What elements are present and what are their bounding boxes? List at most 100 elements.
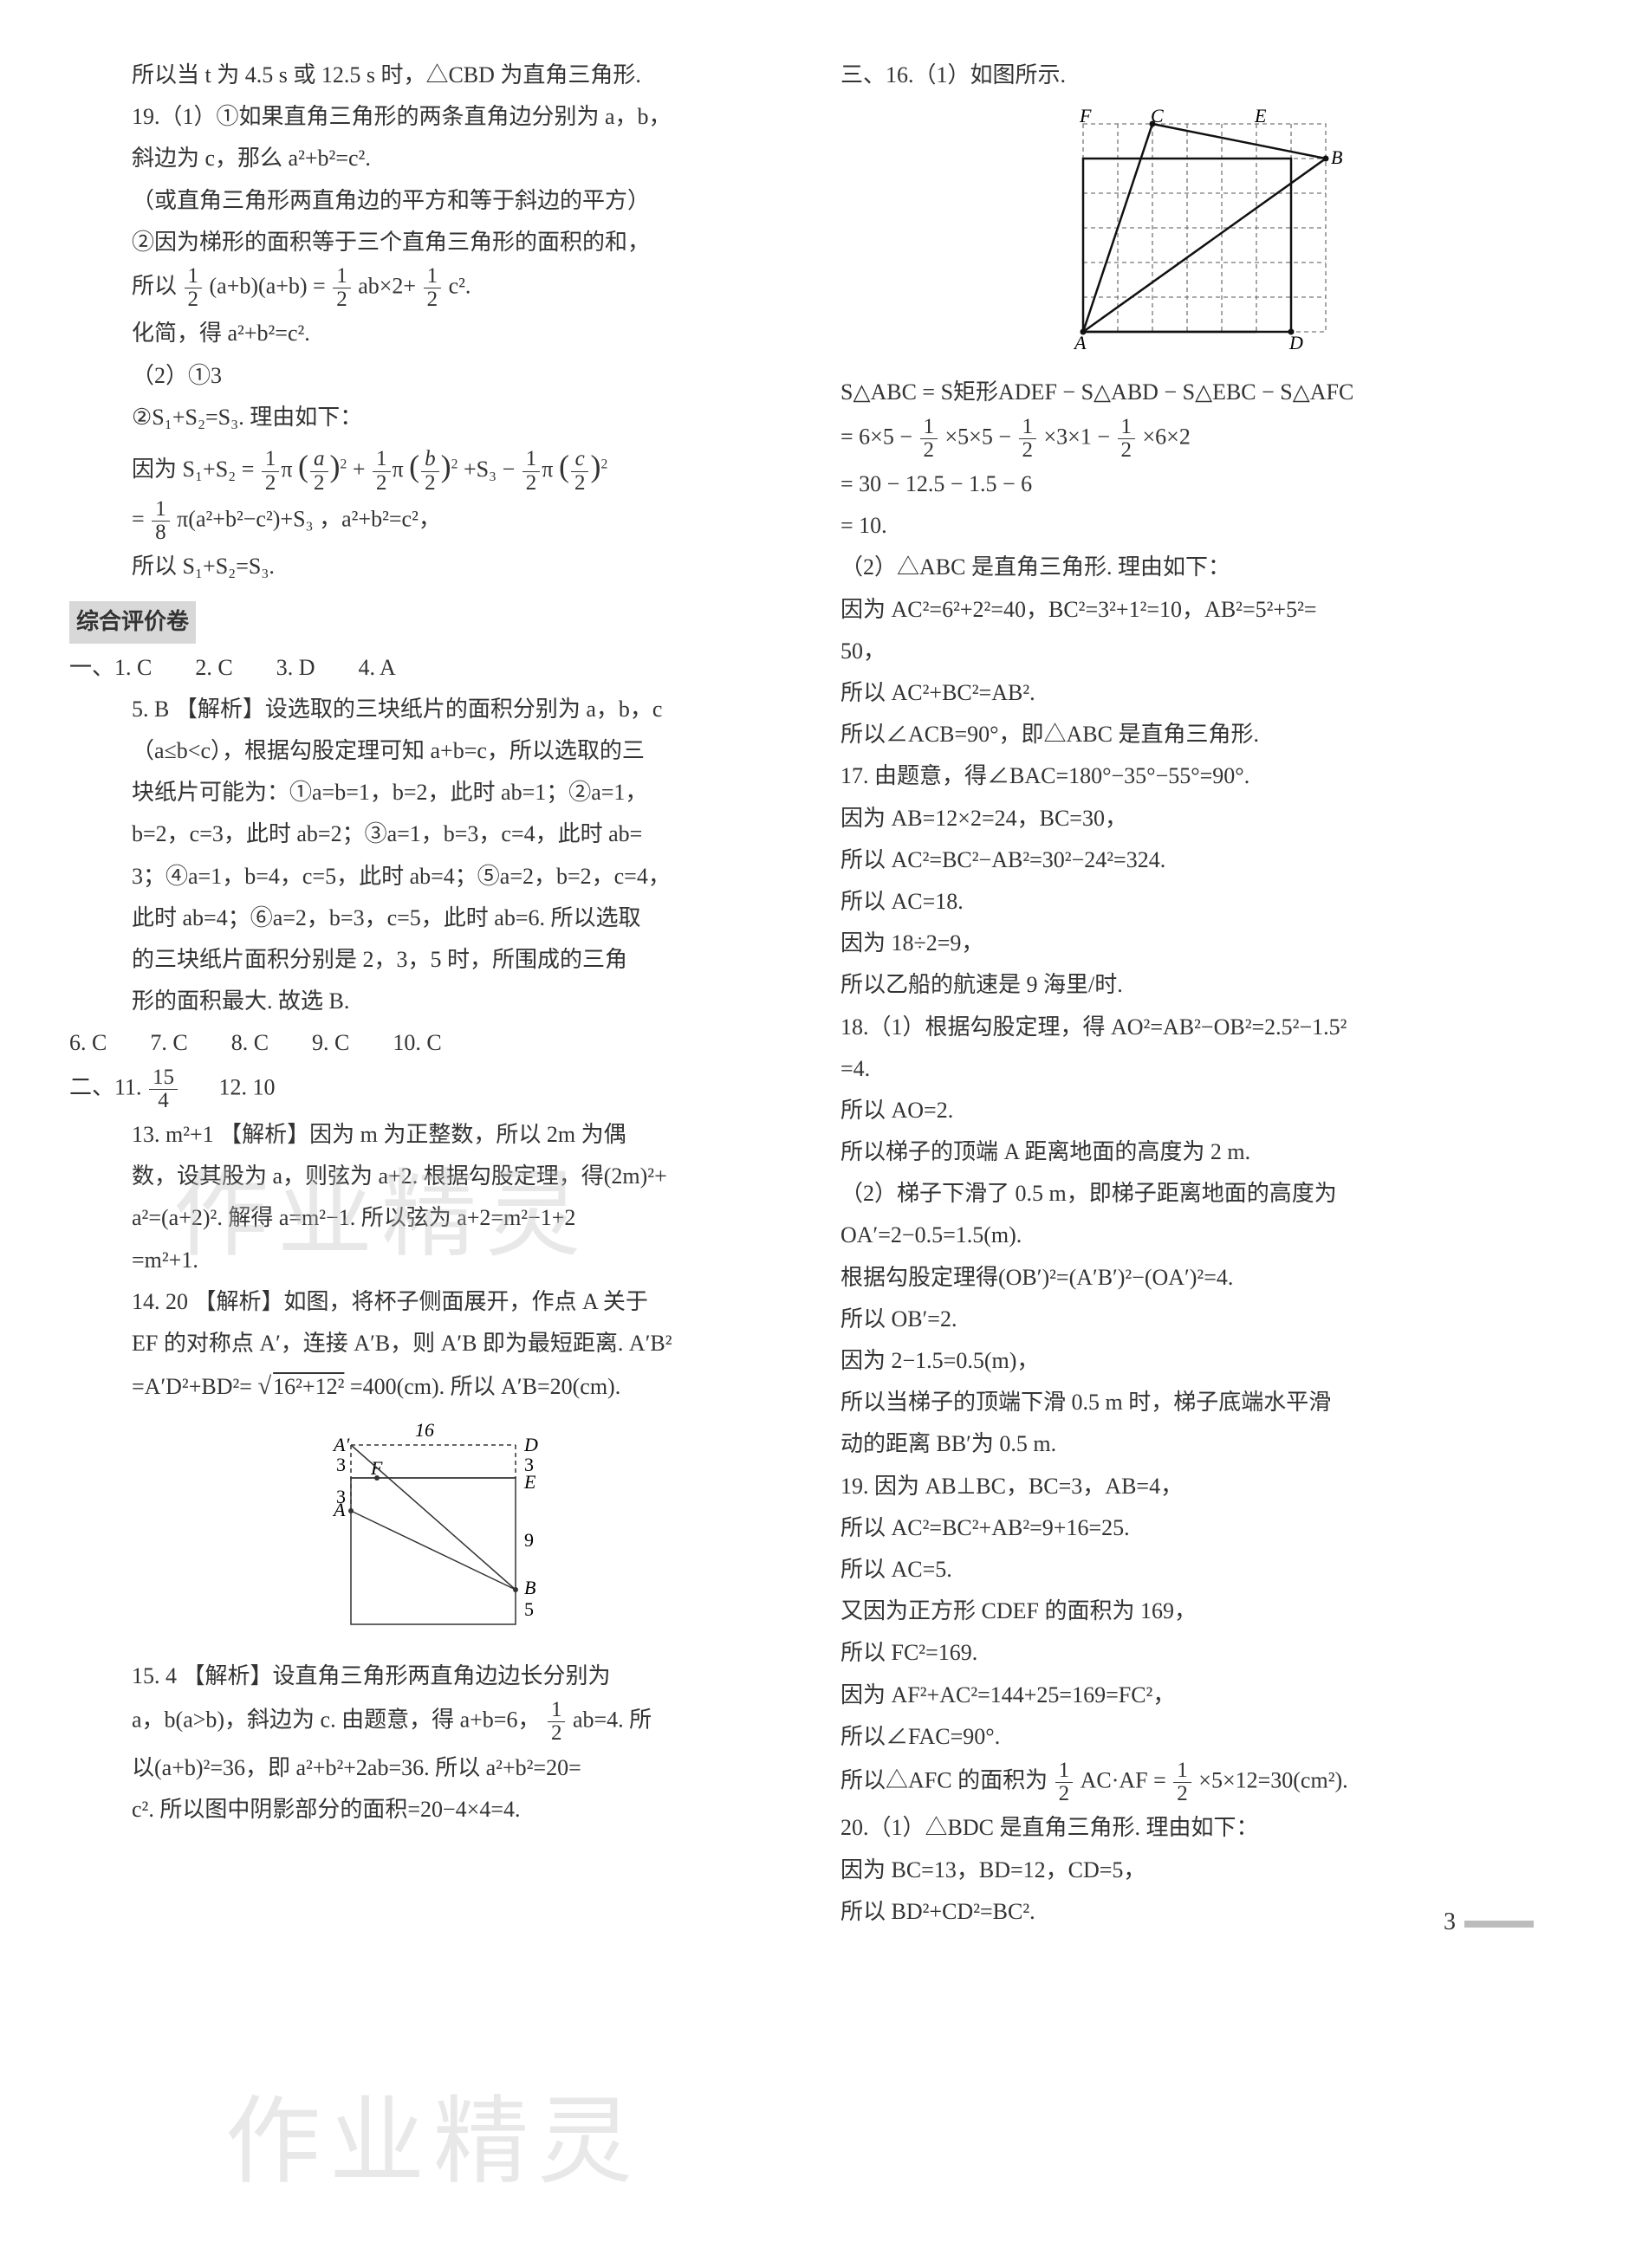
r19h2: AC·AF = [1081, 1768, 1172, 1793]
ans-10: 10. C [393, 1024, 441, 1062]
r16g: 50， [840, 632, 1560, 671]
p15a: 15. 4 【解析】设直角三角形两直角边边长分别为 [69, 1657, 789, 1695]
frac-16-1: 12 [918, 416, 940, 463]
svg-text:16: 16 [415, 1421, 434, 1441]
l11a: = [132, 507, 150, 532]
r19a: 19. 因为 AB⊥BC，BC=3，AB=4， [840, 1468, 1560, 1506]
frac-154: 154 [147, 1066, 179, 1113]
l11b: π(a²+b²−c²)+S₃ ，a²+b²=c²， [177, 507, 441, 532]
ans-6: 6. C [69, 1024, 107, 1062]
l10a: 因为 S₁+S₂ = [132, 457, 260, 482]
row3-prefix: 二、11. [69, 1074, 147, 1099]
frac-b2: b2 [419, 448, 441, 495]
r19h1: 所以△AFC 的面积为 [840, 1768, 1054, 1793]
frac-half-3: 12 [422, 265, 444, 312]
r17c: 所以 AC²=BC²−AB²=30²−24²=324. [840, 841, 1560, 879]
frac-half-1: 12 [183, 265, 204, 312]
r16h: 所以 AC²+BC²=AB². [840, 674, 1560, 712]
svg-text:F: F [1079, 107, 1092, 126]
ans-7: 7. C [150, 1024, 187, 1062]
p13d: =m²+1. [69, 1241, 789, 1280]
line-l3: 斜边为 c，那么 a²+b²=c². [69, 139, 789, 178]
page-columns: 所以当 t 为 4.5 s 或 12.5 s 时，△CBD 为直角三角形. 19… [69, 56, 1560, 1934]
eq16b4: ×6×2 [1143, 424, 1191, 449]
svg-text:A: A [332, 1499, 346, 1520]
p5e: 3；④a=1，b=4，c=5，此时 ab=4；⑤a=2，b=2，c=4， [69, 858, 789, 896]
sqrt-exp: 16²+12² [271, 1374, 344, 1399]
l6a: 所以 [132, 274, 183, 299]
r19c: 所以 AC=5. [840, 1551, 1560, 1589]
line-l7: 化简，得 a²+b²=c². [69, 314, 789, 353]
r18j: 所以当梯子的顶端下滑 0.5 m 时，梯子底端水平滑 [840, 1383, 1560, 1422]
r19d: 又因为正方形 CDEF 的面积为 169， [840, 1592, 1560, 1630]
line-l10: 因为 S₁+S₂ = 12π (a2)2 + 12π (b2)2 +S₃ − 1… [69, 440, 789, 495]
frac-16-3: 12 [1116, 416, 1138, 463]
r16i: 所以∠ACB=90°，即△ABC 是直角三角形. [840, 716, 1560, 754]
frac-c2: c2 [569, 448, 591, 495]
eq16a: S△ABC = S矩形ADEF − S△ABD − S△EBC − S△AFC [840, 373, 1560, 411]
eq16b1: = 6×5 − [840, 424, 918, 449]
line-l9: ②S₁+S₂=S₃. 理由如下： [69, 399, 789, 437]
r19b: 所以 AC²=BC²+AB²=9+16=25. [840, 1509, 1560, 1547]
r16e: （2）△ABC 是直角三角形. 理由如下： [840, 548, 1560, 586]
r19g: 所以∠FAC=90°. [840, 1718, 1560, 1756]
r17a: 17. 由题意，得∠BAC=180°−35°−55°=90°. [840, 757, 1560, 795]
svg-text:D: D [523, 1434, 538, 1455]
r16f: 因为 AC²=6²+2²=40，BC²=3²+1²=10，AB²=5²+5²= [840, 591, 1560, 629]
r19f: 因为 AF²+AC²=144+25=169=FC²， [840, 1676, 1560, 1714]
answer-row-3: 二、11. 154 12. 10 [69, 1066, 789, 1113]
watermark-2: 作业精灵 [225, 2062, 641, 2224]
eq16b2: ×5×5 − [945, 424, 1017, 449]
frac-16-2: 12 [1017, 416, 1039, 463]
r18h: 所以 OB′=2. [840, 1300, 1560, 1338]
p14a: 14. 20 【解析】如图，将杯子侧面展开，作点 A 关于 [69, 1283, 789, 1321]
eq16c: = 30 − 12.5 − 1.5 − 6 [840, 465, 1560, 503]
p13a: 13. m²+1 【解析】因为 m 为正整数，所以 2m 为偶 [69, 1116, 789, 1154]
r19e: 所以 FC²=169. [840, 1634, 1560, 1672]
r17f: 所以乙船的航速是 9 海里/时. [840, 966, 1560, 1004]
eq16b: = 6×5 − 12 ×5×5 − 12 ×3×1 − 12 ×6×2 [840, 416, 1560, 463]
frac-a2: a2 [308, 448, 330, 495]
l6c: ab×2+ [358, 274, 416, 299]
line-l4: （或直角三角形两直角边的平方和等于斜边的平方） [69, 182, 789, 220]
r19h3: ×5×12=30(cm²). [1198, 1768, 1347, 1793]
p5h: 形的面积最大. 故选 B. [69, 982, 789, 1021]
ans-2: 2. C [195, 649, 232, 687]
right-column: 三、16.（1）如图所示. [840, 56, 1560, 1934]
ans-9: 9. C [312, 1024, 349, 1062]
r18f: OA′=2−0.5=1.5(m). [840, 1216, 1560, 1254]
p5a: 5. B 【解析】设选取的三块纸片的面积分别为 a，b，c [69, 690, 789, 729]
r18c: 所以 AO=2. [840, 1092, 1560, 1130]
r18b: =4. [840, 1050, 1560, 1088]
frac-half-4: 12 [260, 448, 282, 495]
frac-half-15: 12 [546, 1699, 568, 1746]
p5g: 的三块纸片面积分别是 2，3，5 时，所围成的三角 [69, 941, 789, 979]
r20b: 因为 BC=13，BD=12，CD=5， [840, 1851, 1560, 1889]
p15b: a，b(a>b)，斜边为 c. 由题意，得 a+b=6， 12 ab=4. 所 [69, 1699, 789, 1746]
p5f: 此时 ab=4；⑥a=2，b=3，c=5，此时 ab=6. 所以选取 [69, 899, 789, 937]
svg-text:A′: A′ [332, 1434, 350, 1455]
svg-text:E: E [1254, 107, 1267, 126]
frac-half-5: 12 [371, 448, 393, 495]
left-column: 所以当 t 为 4.5 s 或 12.5 s 时，△CBD 为直角三角形. 19… [69, 56, 789, 1934]
r20a: 20.（1）△BDC 是直角三角形. 理由如下： [840, 1809, 1560, 1847]
frac-half-6: 12 [521, 448, 542, 495]
answer-row-2: 6. C 7. C 8. C 9. C 10. C [69, 1024, 789, 1062]
r18k: 动的距离 BB′为 0.5 m. [840, 1425, 1560, 1463]
r17b: 因为 AB=12×2=24，BC=30， [840, 800, 1560, 838]
r18g: 根据勾股定理得(OB′)²=(A′B′)²−(OA′)²=4. [840, 1259, 1560, 1297]
line-l12: 所以 S₁+S₂=S₃. [69, 548, 789, 586]
line-l1: 所以当 t 为 4.5 s 或 12.5 s 时，△CBD 为直角三角形. [69, 56, 789, 94]
p15d: c². 所以图中阴影部分的面积=20−4×4=4. [69, 1791, 789, 1829]
answer-row-1: 一、1. C 2. C 3. D 4. A [69, 649, 789, 687]
p15b2: ab=4. 所 [573, 1707, 652, 1733]
svg-text:3: 3 [336, 1454, 346, 1475]
r19h: 所以△AFC 的面积为 12 AC·AF = 12 ×5×12=30(cm²). [840, 1759, 1560, 1806]
p15c: 以(a+b)²=36，即 a²+b²+2ab=36. 所以 a²+b²=20= [69, 1749, 789, 1787]
line-l2: 19.（1）①如果直角三角形的两条直角边分别为 a，b， [69, 98, 789, 136]
ans-8: 8. C [231, 1024, 269, 1062]
ans-4: 4. A [358, 649, 395, 687]
p5b: （a≤b<c），根据勾股定理可知 a+b=c，所以选取的三 [69, 732, 789, 770]
figure-16: F C E B A D [840, 107, 1560, 361]
svg-text:B: B [1331, 146, 1342, 168]
